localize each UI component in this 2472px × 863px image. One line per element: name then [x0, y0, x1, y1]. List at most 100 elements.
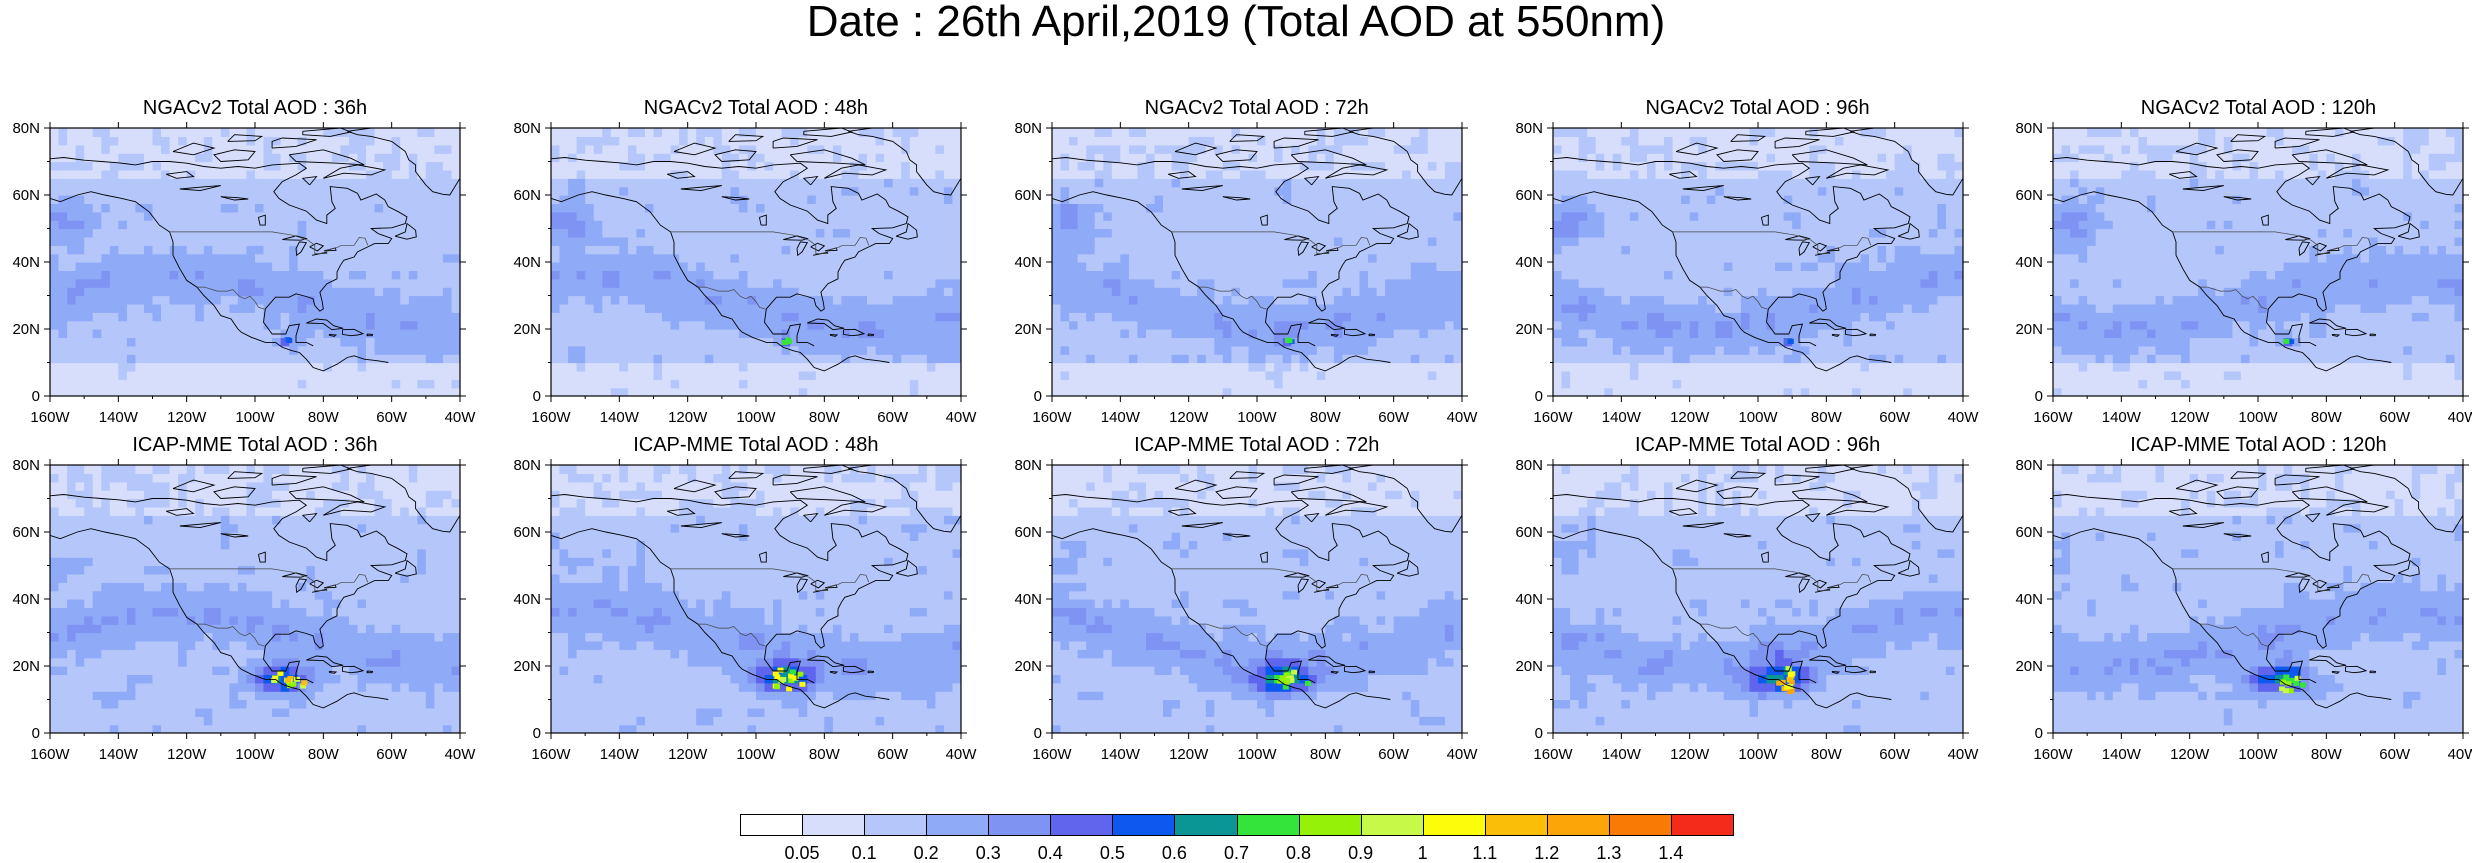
lon-tick-label: 120W — [167, 746, 207, 763]
smoke-hotspot — [285, 337, 293, 343]
lon-tick-label: 80W — [308, 409, 340, 426]
lat-tick-label: 20N — [1515, 658, 1543, 675]
lat-tick-label: 20N — [513, 321, 541, 338]
lon-tick-label: 40W — [1446, 746, 1478, 763]
colorbar-swatch — [864, 814, 927, 836]
lon-tick-label: 60W — [1879, 409, 1911, 426]
lat-tick-label: 20N — [1014, 658, 1042, 675]
panel-title: ICAP-MME Total AOD : 96h — [1553, 433, 1963, 457]
colorbar-tick-label: 0.9 — [1331, 844, 1391, 862]
lon-tick-label: 100W — [736, 746, 776, 763]
colorbar-swatch — [740, 814, 803, 836]
lon-tick-label: 140W — [99, 409, 139, 426]
lat-tick-label: 60N — [1014, 524, 1042, 541]
lon-tick-label: 120W — [1670, 746, 1710, 763]
colorbar-swatch — [802, 814, 865, 836]
lat-tick-label: 0 — [32, 725, 40, 742]
lat-tick-label: 20N — [1014, 321, 1042, 338]
lon-tick-label: 60W — [376, 746, 408, 763]
colorbar-tick-label: 0.3 — [958, 844, 1018, 862]
smoke-hotspot — [1787, 339, 1794, 344]
lon-tick-label: 80W — [1810, 409, 1842, 426]
panel-title: NGACv2 Total AOD : 120h — [2053, 96, 2463, 120]
colorbar-swatch — [1361, 814, 1424, 836]
lon-tick-label: 120W — [2171, 409, 2211, 426]
lat-tick-label: 20N — [12, 658, 40, 675]
lat-tick-label: 0 — [533, 388, 541, 405]
lat-tick-label: 0 — [32, 388, 40, 405]
lon-tick-label: 140W — [2102, 409, 2142, 426]
lon-tick-label: 160W — [30, 409, 70, 426]
lat-tick-label: 80N — [2016, 457, 2044, 474]
lon-tick-label: 140W — [1601, 746, 1641, 763]
lat-tick-label: 80N — [12, 457, 40, 474]
panel-title: ICAP-MME Total AOD : 36h — [50, 433, 460, 457]
lat-tick-label: 40N — [1515, 254, 1543, 271]
lon-tick-label: 60W — [1378, 409, 1410, 426]
lat-tick-label: 80N — [1515, 457, 1543, 474]
colorbar-tick-label: 1.2 — [1517, 844, 1577, 862]
lat-tick-label: 80N — [1014, 457, 1042, 474]
colorbar-swatch — [1112, 814, 1175, 836]
lat-tick-label: 0 — [2035, 388, 2043, 405]
lon-tick-label: 160W — [531, 409, 571, 426]
lon-tick-label: 40W — [1947, 746, 1979, 763]
lat-tick-label: 20N — [513, 658, 541, 675]
colorbar-tick-label: 0.2 — [896, 844, 956, 862]
lon-tick-label: 80W — [1310, 409, 1342, 426]
lat-tick-label: 60N — [1515, 187, 1543, 204]
lon-tick-label: 100W — [1738, 409, 1778, 426]
lat-tick-label: 60N — [1014, 187, 1042, 204]
colorbar-tick-label: 0.4 — [1020, 844, 1080, 862]
lon-tick-label: 40W — [445, 409, 477, 426]
colorbar-tick-label: 0.05 — [772, 844, 832, 862]
lon-tick-label: 120W — [167, 409, 207, 426]
colorbar-tick-label: 0.8 — [1269, 844, 1329, 862]
lat-tick-label: 80N — [513, 457, 541, 474]
lat-tick-label: 20N — [2016, 658, 2044, 675]
lon-tick-label: 60W — [877, 409, 909, 426]
colorbar-swatch — [988, 814, 1051, 836]
colorbar-swatch — [1174, 814, 1237, 836]
lon-tick-label: 100W — [2239, 746, 2279, 763]
lat-tick-label: 0 — [1033, 388, 1041, 405]
lat-tick-label: 40N — [2016, 254, 2044, 271]
colorbar-tick-label: 1.4 — [1641, 844, 1701, 862]
lon-tick-label: 60W — [1879, 746, 1911, 763]
colorbar-swatch — [1237, 814, 1300, 836]
smoke-hotspot — [2284, 339, 2295, 344]
lon-tick-label: 80W — [308, 746, 340, 763]
lon-tick-label: 40W — [1446, 409, 1478, 426]
lat-tick-label: 60N — [513, 187, 541, 204]
panel-title: ICAP-MME Total AOD : 72h — [1052, 433, 1462, 457]
lat-tick-label: 20N — [2016, 321, 2044, 338]
lon-tick-label: 40W — [945, 746, 977, 763]
panel-title: NGACv2 Total AOD : 36h — [50, 96, 460, 120]
lat-tick-label: 60N — [2016, 187, 2044, 204]
lon-tick-label: 100W — [736, 409, 776, 426]
colorbar-swatch — [1671, 814, 1734, 836]
lon-tick-label: 120W — [668, 746, 708, 763]
lon-tick-label: 100W — [1237, 746, 1277, 763]
colorbar-tick-label: 0.7 — [1207, 844, 1267, 862]
lon-tick-label: 120W — [1169, 746, 1209, 763]
lat-tick-label: 60N — [1515, 524, 1543, 541]
lon-tick-label: 100W — [235, 746, 275, 763]
lon-tick-label: 80W — [809, 746, 841, 763]
lat-tick-label: 80N — [513, 120, 541, 137]
lon-tick-label: 40W — [1947, 409, 1979, 426]
lon-tick-label: 80W — [809, 409, 841, 426]
lat-tick-label: 20N — [12, 321, 40, 338]
